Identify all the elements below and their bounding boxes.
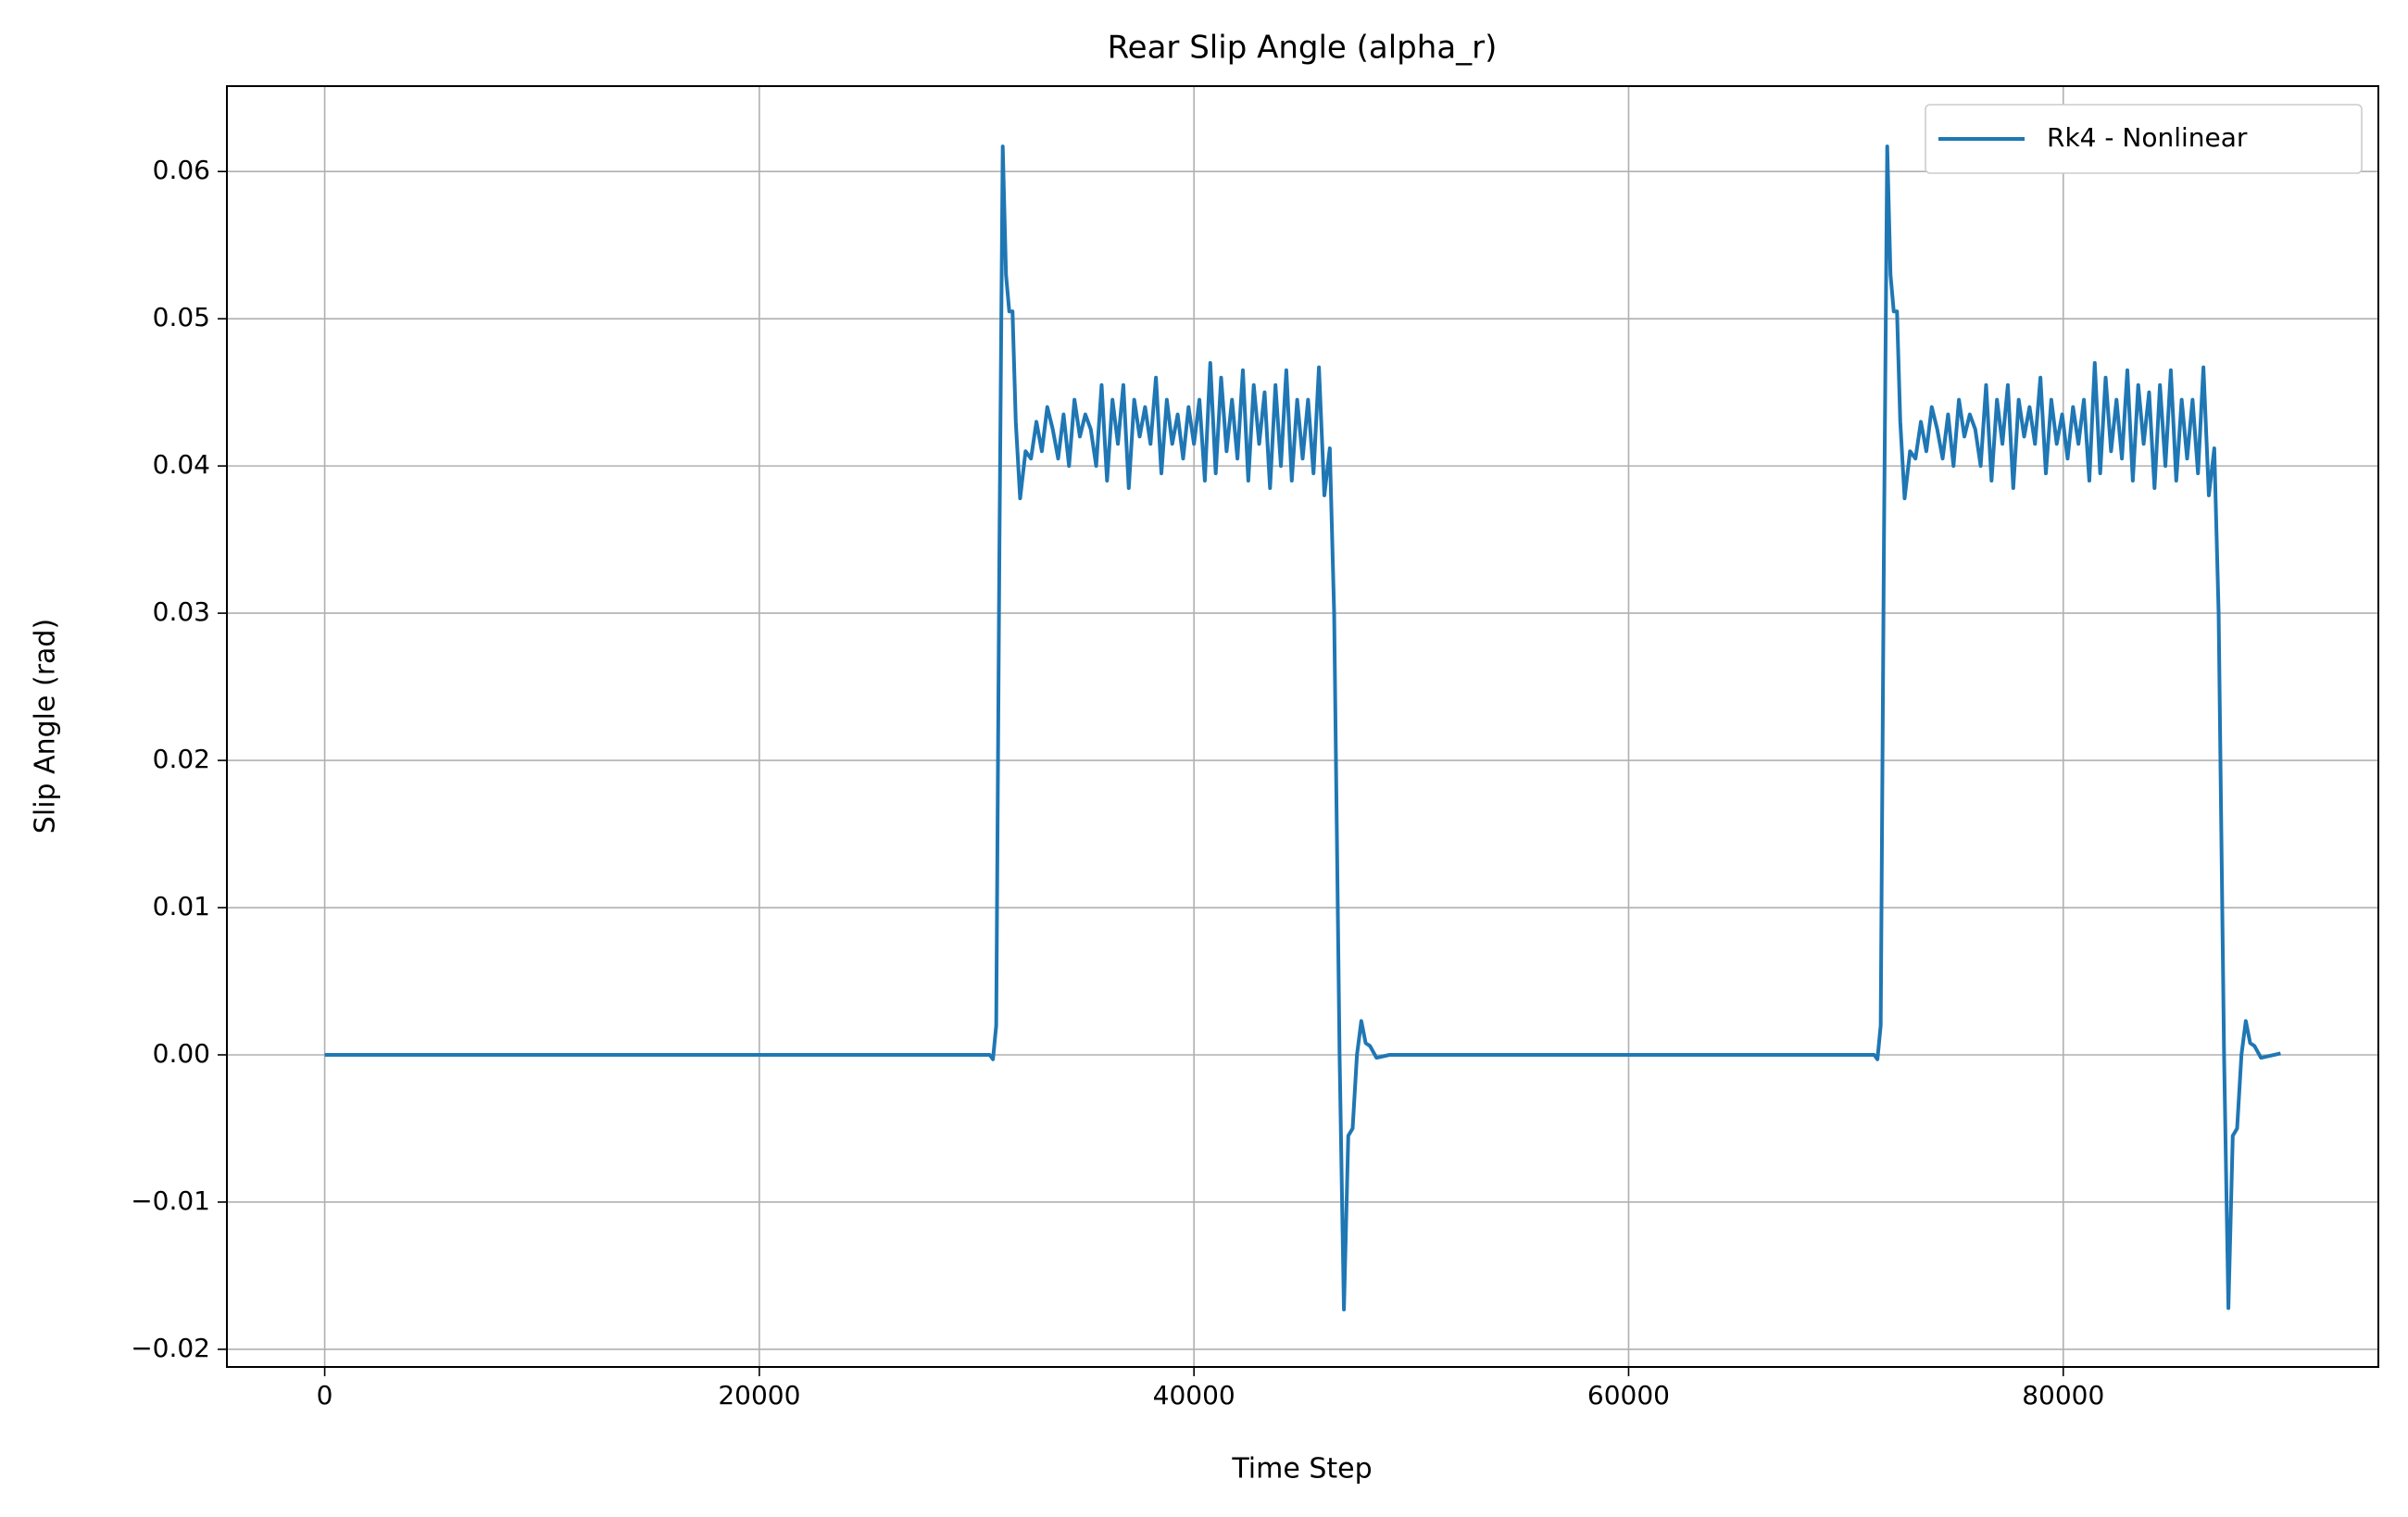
data-line xyxy=(324,144,2281,1311)
legend-label: Rk4 - Nonlinear xyxy=(2047,122,2248,153)
y-tick-label: −0.02 xyxy=(131,1333,210,1363)
y-tick-label: 0.02 xyxy=(153,744,210,774)
x-tick-label: 20000 xyxy=(718,1380,800,1410)
y-axis-label: Slip Angle (rad) xyxy=(30,619,62,834)
plot-frame xyxy=(226,85,2379,1368)
legend-box xyxy=(1925,104,2363,174)
y-tick-label: 0.01 xyxy=(153,891,210,921)
x-tick-label: 80000 xyxy=(2022,1380,2104,1410)
y-tick-label: −0.01 xyxy=(131,1185,210,1216)
x-axis-label: Time Step xyxy=(1231,1453,1372,1486)
chart-title: Rear Slip Angle (alpha_r) xyxy=(1108,30,1498,67)
y-tick-label: 0.05 xyxy=(153,302,210,332)
y-tick-label: 0.03 xyxy=(153,596,210,627)
x-tick-label: 0 xyxy=(317,1380,333,1410)
y-tick-label: 0.06 xyxy=(153,155,210,185)
x-tick-label: 40000 xyxy=(1153,1380,1235,1410)
y-tick-label: 0.00 xyxy=(153,1038,210,1069)
x-tick-label: 60000 xyxy=(1587,1380,1670,1410)
y-tick-label: 0.04 xyxy=(153,449,210,480)
